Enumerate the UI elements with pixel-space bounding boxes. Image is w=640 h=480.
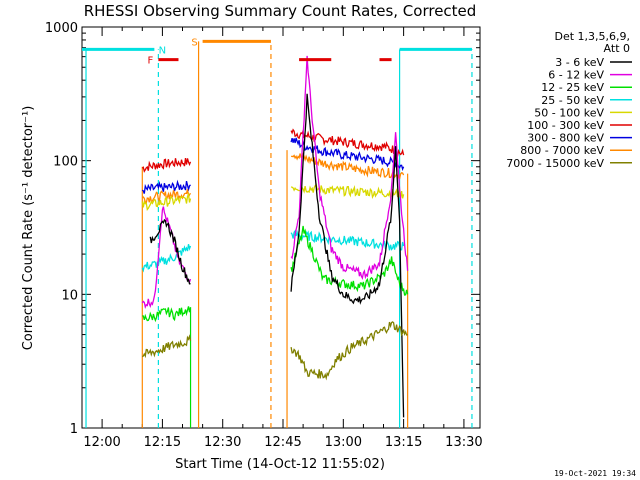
x-tick-label: 13:15 [385, 435, 422, 450]
y-tick-label: 1000 [45, 21, 78, 36]
series-6-12-keV [141, 55, 409, 310]
x-tick-label: 13:30 [445, 435, 482, 450]
chart-title: RHESSI Observing Summary Count Rates, Co… [84, 2, 477, 20]
y-tick-label: 1 [70, 422, 78, 437]
plot-area: 1 10 100 1000 12:00 12:15 12:30 12:45 13:00 13:15… [45, 21, 483, 450]
series-line [290, 321, 408, 381]
series-100-300-keV [141, 128, 405, 173]
series-25-50-keV [141, 229, 405, 273]
timestamp: 19-Oct-2021 19:34 [554, 469, 636, 478]
series-12-25-keV [142, 225, 409, 323]
legend-entry-label: 6 - 12 keV [548, 69, 604, 82]
y-tick-label: 10 [61, 288, 78, 303]
x-tick-label: 12:45 [264, 435, 301, 450]
legend-entry-label: 3 - 6 keV [555, 56, 604, 69]
flag-label: N [159, 45, 166, 56]
series-line [141, 334, 192, 359]
series-line [290, 128, 405, 159]
x-tick-label: 12:15 [144, 435, 181, 450]
x-tick-label: 12:00 [83, 435, 120, 450]
series-line [141, 206, 192, 310]
series-line [141, 179, 191, 194]
series-line [290, 93, 405, 418]
legend-entry-label: 25 - 50 keV [541, 94, 604, 107]
series-line [290, 225, 409, 296]
series-50-100-keV [141, 183, 405, 212]
x-tick-label: 12:30 [204, 435, 241, 450]
series-line [141, 192, 192, 212]
flag-label: F [147, 56, 153, 67]
x-axis-label: Start Time (14-Oct-12 11:55:02) [175, 457, 385, 472]
series-line [290, 183, 405, 200]
legend-entry-label: 300 - 800 keV [527, 132, 604, 145]
series-line [141, 157, 192, 173]
series-line [290, 137, 405, 172]
plot-frame [81, 26, 481, 429]
legend-entry-label: 800 - 7000 keV [520, 144, 604, 157]
series-line [149, 218, 191, 285]
x-tick-label: 13:00 [325, 435, 362, 450]
series-line [142, 306, 192, 323]
legend-header: Att 0 [604, 42, 630, 55]
legend-entry-label: 12 - 25 keV [541, 81, 604, 94]
flag-label: S [191, 37, 197, 48]
series-line [290, 229, 405, 251]
series-3-6-keV [149, 93, 405, 418]
legend-entry-label: 7000 - 15000 keV [506, 157, 604, 170]
series-line [290, 55, 409, 280]
legend-entry-label: 50 - 100 keV [534, 106, 604, 119]
y-axis-label: Corrected Count Rate (s⁻¹ detector⁻¹) [21, 106, 36, 351]
legend-entry-label: 100 - 300 keV [527, 119, 604, 132]
legend-header: Det 1,3,5,6,9, [554, 30, 630, 43]
series-7000-15000-keV [141, 321, 408, 381]
y-tick-label: 100 [53, 155, 78, 170]
series-300-800-keV [141, 137, 405, 194]
series-line [141, 244, 192, 273]
series-line [290, 152, 405, 181]
